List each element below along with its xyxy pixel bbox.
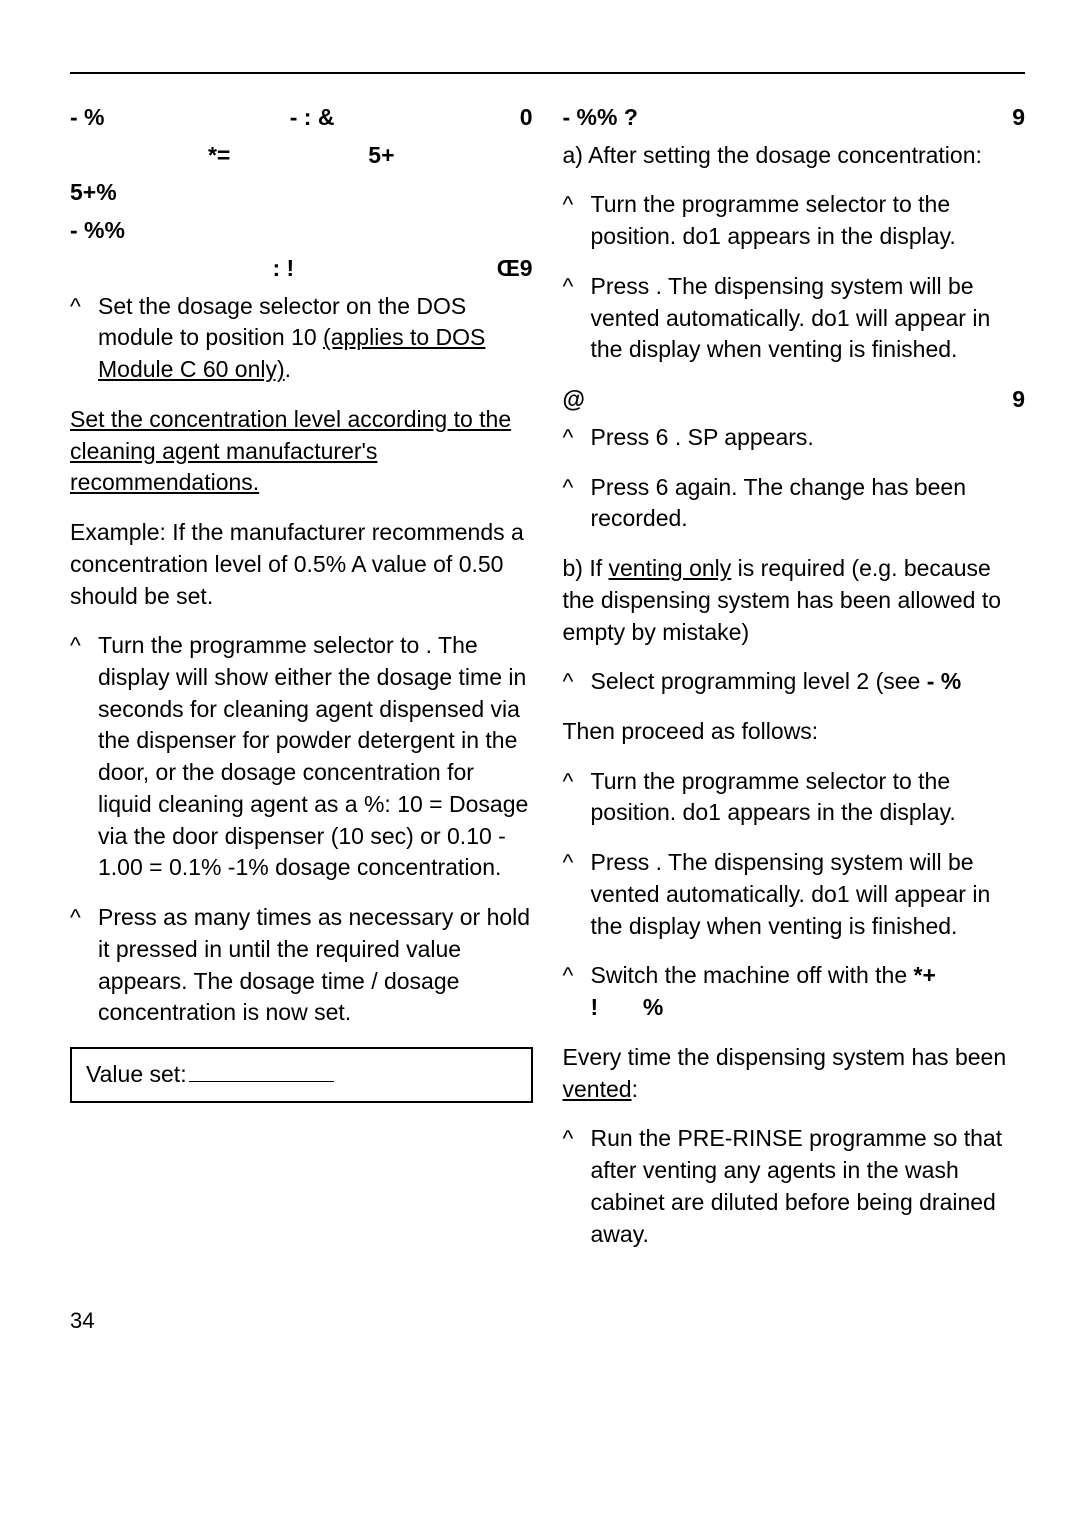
- b-intro-1: b) If: [563, 555, 609, 581]
- two-column-layout: - % - : & 0 *= 5+ 5+% - %% : ! Œ9 ^ Set …: [70, 102, 1025, 1268]
- caret-icon: ^: [563, 960, 591, 992]
- left-step3-body: Press as many times as necessary or hold…: [98, 902, 533, 1029]
- glyph-l2-mid1: *=: [208, 140, 230, 172]
- left-step-1: ^ Set the dosage selector on the DOS mod…: [70, 291, 533, 386]
- every-1: Every time the dispensing system has bee…: [563, 1044, 1007, 1070]
- value-set-box: Value set:: [70, 1047, 533, 1103]
- glyph-l3-left: 5+%: [70, 177, 117, 209]
- right-step-8: ^ Switch the machine off with the *+ ! %: [563, 960, 1026, 1023]
- left-heading-block: - % - : & 0 *= 5+ 5+% - %% : ! Œ9: [70, 102, 533, 285]
- caret-icon: ^: [563, 271, 591, 303]
- right-step7-body: Press . The dispensing system will be ve…: [591, 847, 1026, 942]
- right-column: - %% ? 9 a) After setting the dosage con…: [563, 102, 1026, 1268]
- caret-icon: ^: [70, 291, 98, 323]
- right-step-9: ^ Run the PRE-RINSE programme so that af…: [563, 1123, 1026, 1250]
- right-heading-1: - %% ? 9: [563, 102, 1026, 134]
- b-intro-u: venting only: [609, 555, 732, 581]
- top-rule: [70, 72, 1025, 74]
- right-step2-body: Press . The dispensing system will be ve…: [591, 271, 1026, 366]
- value-set-label: Value set:: [86, 1061, 187, 1087]
- glyph-l1-mid: - : &: [290, 102, 335, 134]
- r8-bold1: *+: [914, 962, 936, 988]
- left-underline-block: Set the concentration level according to…: [70, 406, 511, 495]
- right-then: Then proceed as follows:: [563, 716, 1026, 748]
- glyph-r1-left: - %% ?: [563, 102, 638, 134]
- right-step-3: ^ Press 6 . SP appears.: [563, 422, 1026, 454]
- glyph-l1-left: - %: [70, 102, 105, 134]
- left-column: - % - : & 0 *= 5+ 5+% - %% : ! Œ9 ^ Set …: [70, 102, 533, 1268]
- every-u: vented: [563, 1076, 632, 1102]
- right-step-6: ^ Turn the programme selector to the pos…: [563, 766, 1026, 829]
- r8-bold2: !: [591, 994, 599, 1020]
- right-step-5: ^ Select programming level 2 (see - %: [563, 666, 1026, 698]
- glyph-at-right: 9: [1012, 384, 1025, 416]
- caret-icon: ^: [563, 189, 591, 221]
- right-step-2: ^ Press . The dispensing system will be …: [563, 271, 1026, 366]
- glyph-l5-mid: : !: [272, 253, 294, 285]
- right-step-7: ^ Press . The dispensing system will be …: [563, 847, 1026, 942]
- right-step-4: ^ Press 6 again. The change has been rec…: [563, 472, 1026, 535]
- r8a: Switch the machine off with the: [591, 962, 914, 988]
- left-step-2: ^ Turn the programme selector to . The d…: [70, 630, 533, 884]
- caret-icon: ^: [70, 630, 98, 662]
- right-step3-body: Press 6 . SP appears.: [591, 422, 1026, 454]
- caret-icon: ^: [563, 847, 591, 879]
- glyph-at: @: [563, 384, 585, 416]
- glyph-l4-left: - %%: [70, 215, 125, 247]
- right-step-1: ^ Turn the programme selector to the pos…: [563, 189, 1026, 252]
- right-save-heading: @ 9: [563, 384, 1026, 416]
- glyph-l1-right: 0: [520, 102, 533, 134]
- right-step6-body: Turn the programme selector to the posit…: [591, 766, 1026, 829]
- caret-icon: ^: [563, 1123, 591, 1155]
- caret-icon: ^: [70, 902, 98, 934]
- glyph-r1-right: 9: [1012, 102, 1025, 134]
- right-a-intro: a) After setting the dosage concentratio…: [563, 140, 1026, 172]
- r8-bold3: %: [643, 994, 663, 1020]
- caret-icon: ^: [563, 472, 591, 504]
- glyph-l5-right: Œ9: [497, 253, 533, 285]
- page-number: 34: [70, 1308, 1025, 1334]
- caret-icon: ^: [563, 422, 591, 454]
- right-step4-body: Press 6 again. The change has been recor…: [591, 472, 1026, 535]
- left-step2-body: Turn the programme selector to . The dis…: [98, 630, 533, 884]
- r5a: Select programming level 2 (see: [591, 668, 927, 694]
- left-step-3: ^ Press as many times as necessary or ho…: [70, 902, 533, 1029]
- caret-icon: ^: [563, 766, 591, 798]
- value-set-line: [189, 1081, 334, 1082]
- glyph-l2-mid2: 5+: [368, 140, 394, 172]
- caret-icon: ^: [563, 666, 591, 698]
- right-b-intro: b) If venting only is required (e.g. bec…: [563, 553, 1026, 648]
- right-every: Every time the dispensing system has bee…: [563, 1042, 1026, 1105]
- right-step9-body: Run the PRE-RINSE programme so that afte…: [591, 1123, 1026, 1250]
- r5b-bold: - %: [927, 668, 962, 694]
- right-step1-body: Turn the programme selector to the posit…: [591, 189, 1026, 252]
- left-example: Example: If the manufacturer recommends …: [70, 517, 533, 612]
